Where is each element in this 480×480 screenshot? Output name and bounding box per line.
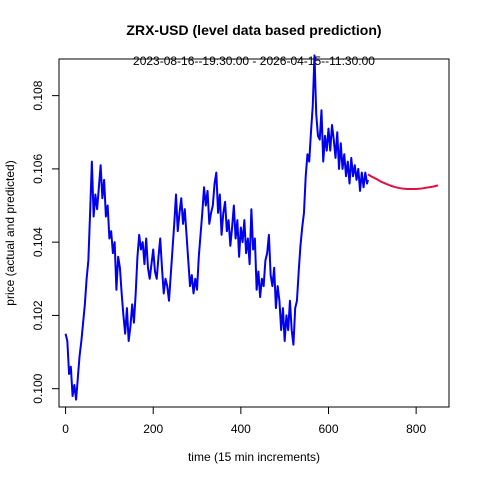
y-axis-label: price (actual and predicted): [3, 160, 17, 305]
x-tick-label: 800: [406, 422, 426, 436]
x-axis: 0 200 400 600 800: [62, 406, 426, 436]
y-tick-label: 0.102: [31, 300, 45, 330]
chart-subtitle: 2023-08-16--19:30:00 - 2026-04-15--11:30…: [133, 54, 375, 68]
x-tick-label: 0: [62, 422, 69, 436]
y-axis: 0.100 0.102 0.104 0.106 0.108: [31, 80, 60, 404]
x-axis-label: time (15 min increments): [188, 450, 320, 464]
x-tick-label: 200: [143, 422, 163, 436]
y-tick-label: 0.104: [31, 227, 45, 257]
series-line-actual: [64, 54, 369, 401]
series-layer: [64, 54, 439, 401]
y-tick-label: 0.106: [31, 154, 45, 184]
series-line-predicted: [367, 173, 439, 191]
y-tick-label: 0.108: [31, 80, 45, 110]
y-tick-label: 0.100: [31, 373, 45, 403]
x-tick-label: 400: [231, 422, 251, 436]
chart-title: ZRX-USD (level data based prediction): [126, 22, 381, 38]
x-tick-label: 600: [318, 422, 338, 436]
plot-frame: [58, 58, 450, 408]
